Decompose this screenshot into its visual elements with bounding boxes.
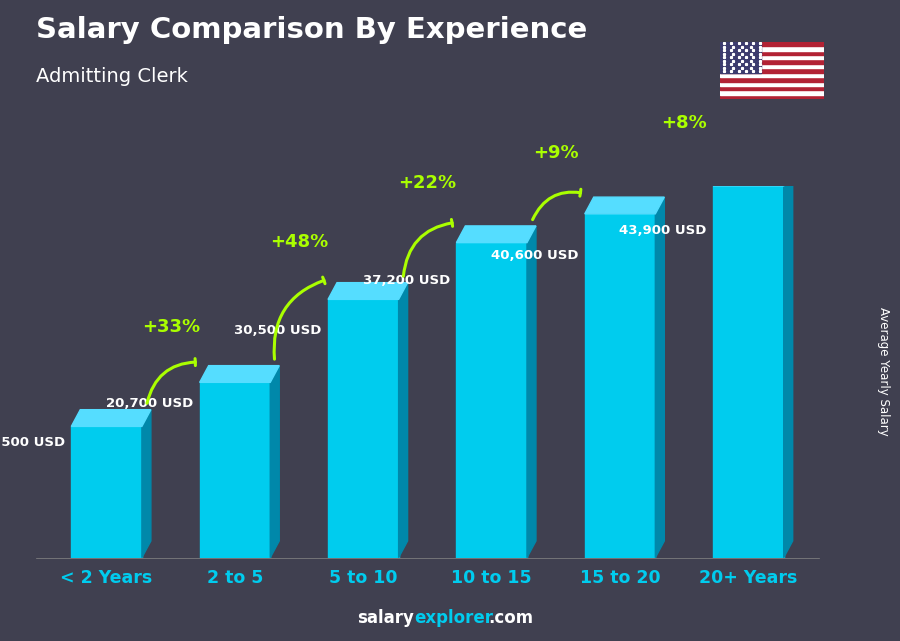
- Text: 15,500 USD: 15,500 USD: [0, 436, 65, 449]
- Polygon shape: [784, 169, 793, 558]
- Polygon shape: [142, 410, 151, 558]
- Bar: [456, 243, 527, 558]
- Bar: [720, 42, 824, 46]
- Text: salary: salary: [357, 609, 414, 627]
- Text: +48%: +48%: [270, 233, 328, 251]
- Text: +8%: +8%: [662, 114, 707, 132]
- Bar: [328, 299, 399, 558]
- Bar: [71, 426, 142, 558]
- Bar: [720, 95, 824, 99]
- Text: 30,500 USD: 30,500 USD: [234, 324, 321, 337]
- Text: +33%: +33%: [141, 318, 200, 336]
- Text: Admitting Clerk: Admitting Clerk: [36, 67, 188, 87]
- Polygon shape: [456, 226, 536, 243]
- Bar: [720, 86, 824, 90]
- Polygon shape: [200, 365, 279, 383]
- Bar: [720, 60, 824, 64]
- Bar: [720, 90, 824, 95]
- Bar: [720, 42, 761, 72]
- Polygon shape: [399, 283, 408, 558]
- Polygon shape: [713, 169, 793, 186]
- Text: 43,900 USD: 43,900 USD: [619, 224, 706, 237]
- Text: Average Yearly Salary: Average Yearly Salary: [878, 308, 890, 436]
- Polygon shape: [270, 365, 279, 558]
- Bar: [720, 51, 824, 55]
- Polygon shape: [328, 283, 408, 299]
- Text: 37,200 USD: 37,200 USD: [363, 274, 450, 287]
- Text: explorer: explorer: [414, 609, 493, 627]
- Bar: [200, 383, 270, 558]
- Bar: [720, 81, 824, 86]
- Bar: [720, 64, 824, 69]
- Bar: [720, 55, 824, 60]
- Text: +22%: +22%: [399, 174, 456, 192]
- Polygon shape: [585, 197, 664, 214]
- Text: 20,700 USD: 20,700 USD: [106, 397, 194, 410]
- Text: +9%: +9%: [533, 144, 579, 162]
- Polygon shape: [527, 226, 536, 558]
- Bar: [720, 77, 824, 81]
- Bar: [585, 214, 655, 558]
- Polygon shape: [655, 197, 664, 558]
- Text: .com: .com: [488, 609, 533, 627]
- Bar: [720, 46, 824, 51]
- Polygon shape: [71, 410, 151, 426]
- Bar: [720, 72, 824, 77]
- Text: 40,600 USD: 40,600 USD: [491, 249, 579, 262]
- Bar: [713, 186, 784, 558]
- Text: Salary Comparison By Experience: Salary Comparison By Experience: [36, 16, 587, 44]
- Bar: [720, 69, 824, 72]
